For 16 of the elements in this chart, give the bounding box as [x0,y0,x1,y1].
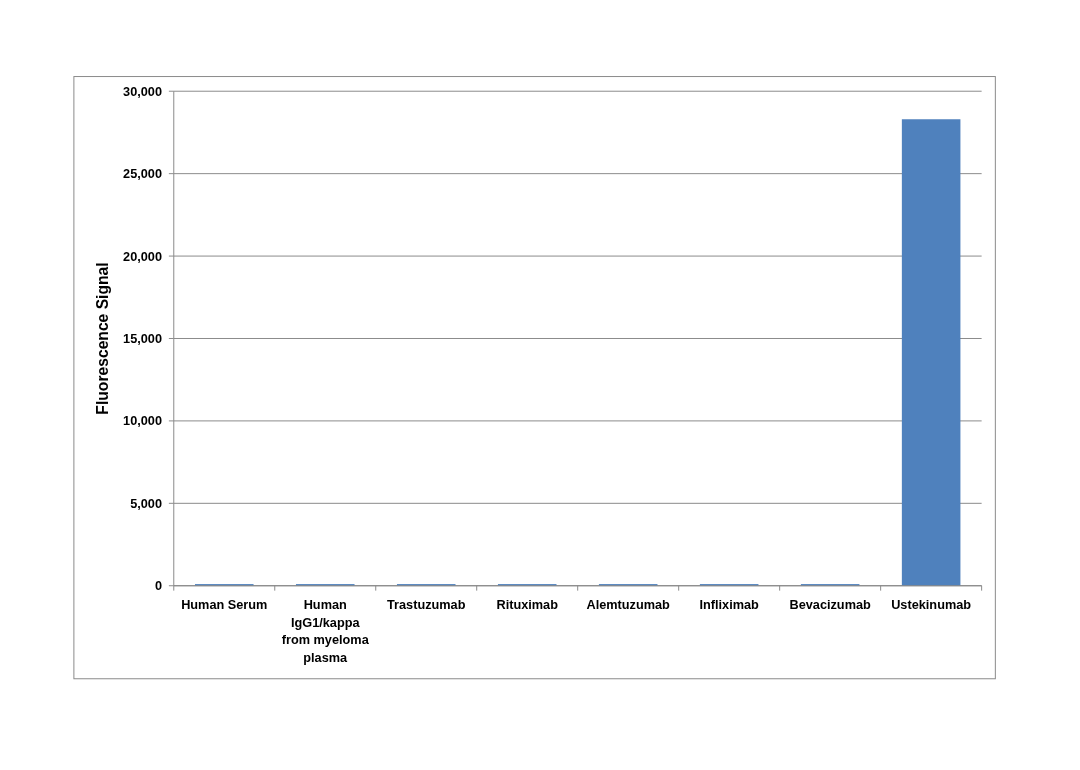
y-tick-label: 20,000 [123,248,163,264]
x-tick-label: Rituximab [496,597,559,613]
y-axis-title: Fluorescence Signal [94,262,112,415]
y-tick-label: 5,000 [130,495,163,511]
y-tick-label: 15,000 [123,330,163,346]
x-tick-label: Trastuzumab [387,597,466,613]
y-tick-label: 0 [154,578,163,594]
x-tick-label: Bevacizumab [789,597,872,613]
x-tick-label: Infliximab [699,597,760,613]
y-tick-label: 10,000 [123,413,163,429]
y-tick-label: 30,000 [123,83,163,99]
x-tick-label: Human Serum [181,597,268,613]
x-tick-label: Alemtuzumab [586,597,671,613]
x-tick-label: Human IgG1/kappa from myeloma plasma [281,597,370,666]
y-tick-label: 25,000 [123,166,163,182]
x-tick-label: Ustekinumab [891,597,972,613]
